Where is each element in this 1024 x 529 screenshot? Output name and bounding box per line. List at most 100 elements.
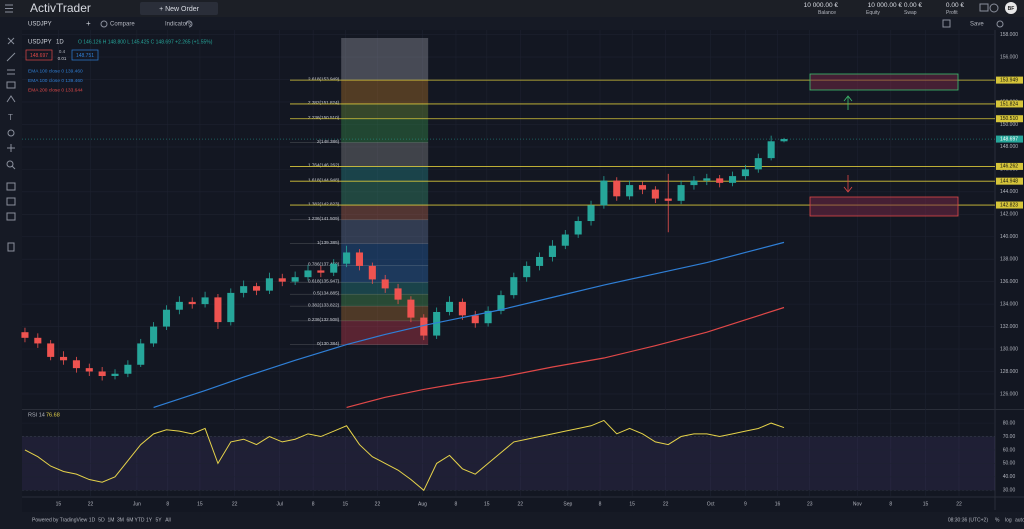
price-line-tag: [996, 76, 1023, 84]
equity-label: Equity: [866, 10, 880, 16]
y-tick-label: 156.000: [1000, 54, 1018, 60]
range-button[interactable]: YTD: [135, 517, 145, 523]
y-tick-label: 130.000: [1000, 346, 1018, 352]
logo: ActivTrader: [30, 1, 91, 15]
candle-body: [445, 301, 454, 312]
messages-icon[interactable]: [979, 3, 989, 12]
x-tick-label: 8: [599, 501, 602, 507]
candle-body: [188, 301, 196, 305]
indicator-legend: EMA 100 close 0 139.460: [28, 68, 83, 74]
candle-body: [458, 301, 466, 316]
x-tick-label: Jun: [133, 501, 141, 507]
indicators-button[interactable]: Indicators: [165, 22, 191, 28]
fib-level-label: 0(130.384): [317, 341, 340, 346]
fib-level-label: 2.618(153.949): [308, 76, 340, 81]
compare-button[interactable]: Compare: [110, 22, 135, 28]
range-button[interactable]: 1M: [108, 517, 115, 523]
scale-option[interactable]: log: [1005, 517, 1012, 523]
fib-level-label: 1(139.385): [317, 240, 340, 245]
candle-body: [291, 277, 299, 282]
candle-body: [767, 141, 775, 159]
save-button[interactable]: Save: [970, 22, 984, 28]
x-tick-label: Aug: [418, 501, 427, 507]
buy-box[interactable]: [71, 49, 99, 61]
scale-option[interactable]: auto: [1015, 517, 1024, 523]
sell-box[interactable]: [25, 49, 53, 61]
x-tick-label: 22: [232, 501, 238, 507]
x-tick-label: Nov: [853, 501, 862, 507]
range-button[interactable]: 1D: [89, 517, 96, 523]
candle-body: [523, 265, 531, 278]
undo-icon[interactable]: [185, 20, 193, 28]
menu-button[interactable]: [5, 4, 13, 13]
candle-body: [407, 299, 415, 318]
top-bar: [0, 0, 1024, 17]
candle-body: [690, 180, 698, 186]
range-button[interactable]: 3M: [117, 517, 124, 523]
fib-level-label: 2.236(150.510): [308, 115, 340, 120]
price-line-label: 153.949: [1000, 77, 1018, 83]
scale-option[interactable]: %: [995, 517, 1000, 523]
fib-level-label: 1.236(141.509): [308, 216, 340, 221]
candle-body: [85, 368, 93, 372]
price-line-label: 150.510: [1000, 116, 1018, 122]
candle-body: [150, 326, 158, 344]
y-tick-label: 140.000: [1000, 234, 1018, 240]
current-price-tag: [996, 135, 1023, 143]
price-line-label: 142.823: [1000, 202, 1018, 208]
fib-level-label: 0.236(132.508): [308, 317, 340, 322]
drawing-tools[interactable]: T: [6, 37, 16, 252]
ema-line: [153, 241, 785, 409]
range-button[interactable]: 5Y: [155, 517, 162, 523]
new-order-label[interactable]: + New Order: [159, 6, 200, 13]
candle-body: [304, 270, 312, 278]
fib-band: [341, 80, 429, 104]
candle-body: [343, 252, 351, 264]
price-axis: [995, 30, 1024, 510]
range-button[interactable]: 5D: [98, 517, 105, 523]
rsi-line: [24, 419, 785, 492]
candle-body: [638, 185, 647, 190]
new-order-button[interactable]: [140, 2, 218, 15]
add-symbol[interactable]: +: [86, 19, 91, 28]
candle-body: [175, 301, 183, 310]
sell-price: 148.697: [30, 53, 48, 59]
candle-body: [613, 180, 621, 197]
candle-body: [72, 360, 80, 369]
settings-icon[interactable]: [989, 3, 999, 13]
rsi-tick-label: 70.00: [1003, 434, 1016, 440]
fib-top-zone: [341, 38, 429, 81]
fib-band: [341, 219, 429, 244]
range-button[interactable]: All: [165, 517, 171, 523]
candle-body: [433, 311, 441, 336]
fib-level-label: 2.382(151.824): [308, 100, 340, 105]
fib-band: [341, 181, 429, 206]
candle-body: [21, 332, 29, 338]
rsi-tick-label: 40.00: [1003, 474, 1016, 480]
symbol-search[interactable]: USDJPY: [28, 22, 52, 28]
drawing-toolbar: [0, 30, 22, 512]
avatar[interactable]: [1005, 2, 1017, 14]
settings-button[interactable]: [996, 20, 1004, 28]
candle-body: [574, 221, 582, 235]
fib-band: [341, 118, 429, 143]
fib-band: [341, 265, 429, 283]
range-button[interactable]: 6M: [127, 517, 134, 523]
candle-body: [98, 371, 106, 376]
x-tick-label: 8: [166, 501, 169, 507]
up-arrow: [843, 95, 853, 110]
indicator-legend: EMA 100 close 0 139.460: [28, 78, 83, 84]
x-tick-label: 8: [312, 501, 315, 507]
candle-body: [381, 279, 389, 289]
candle-body: [34, 337, 42, 344]
layout-icon[interactable]: [942, 19, 951, 28]
compare-icon[interactable]: [100, 20, 108, 28]
y-tick-label: 138.000: [1000, 257, 1018, 263]
x-tick-label: 15: [484, 501, 490, 507]
x-tick-label: 15: [343, 501, 349, 507]
footer: [0, 512, 1024, 529]
candle-body: [484, 310, 492, 324]
range-button[interactable]: 1Y: [146, 517, 153, 523]
candle-body: [548, 245, 556, 257]
x-tick-label: 9: [744, 501, 747, 507]
